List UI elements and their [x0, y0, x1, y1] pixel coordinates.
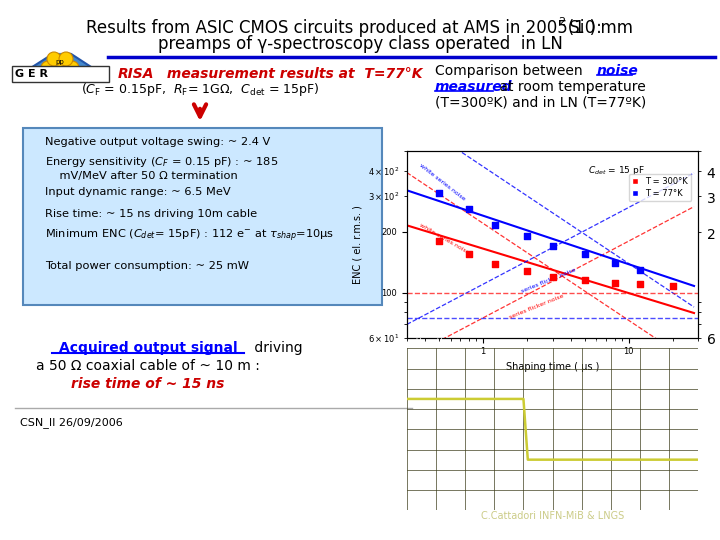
Point [463, 250, 474, 259]
Text: Results from ASIC CMOS circuits produced at AMS in 2005(10 mm: Results from ASIC CMOS circuits produced… [86, 19, 634, 37]
Circle shape [53, 61, 67, 75]
Text: white series noise: white series noise [418, 222, 470, 255]
Text: Energy sensitivity ($C_{F}$ = 0.15 pF) : ~ 185
    mV/MeV after 50 Ω termination: Energy sensitivity ($C_{F}$ = 0.15 pF) :… [45, 155, 279, 181]
Point [667, 281, 678, 290]
Point [489, 260, 500, 268]
FancyBboxPatch shape [12, 66, 109, 82]
Text: noise: noise [597, 64, 639, 78]
Text: ($C_{\mathrm{F}}$ = 0.15pF,  $R_{\mathrm{F}}$= 1G$\Omega$,  $C_{\mathrm{det}}$ =: ($C_{\mathrm{F}}$ = 0.15pF, $R_{\mathrm{… [81, 82, 319, 98]
Text: Input dynamic range: ~ 6.5 MeV: Input dynamic range: ~ 6.5 MeV [45, 187, 230, 197]
Point [521, 232, 533, 240]
Text: (T=300ºK) and in LN (T=77ºK): (T=300ºK) and in LN (T=77ºK) [435, 96, 647, 110]
Polygon shape [52, 30, 80, 52]
Legend: T = 300°K, T = 77°K: T = 300°K, T = 77°K [629, 174, 691, 201]
Polygon shape [15, 48, 108, 78]
Text: rise time of ~ 15 ns: rise time of ~ 15 ns [71, 377, 225, 391]
Point [546, 242, 558, 251]
Text: series flicker noise: series flicker noise [521, 267, 577, 294]
Point [634, 280, 646, 288]
Text: Negative output voltage swing: ~ 2.4 V: Negative output voltage swing: ~ 2.4 V [45, 137, 270, 147]
Point [433, 237, 445, 245]
Point [609, 259, 621, 267]
Polygon shape [38, 32, 66, 52]
Text: Rise time: ~ 15 ns driving 10m cable: Rise time: ~ 15 ns driving 10m cable [45, 209, 257, 219]
Point [546, 272, 558, 281]
Point [489, 221, 500, 230]
Text: Minimum ENC ($C_{det}$= 15pF) : 112 e$^{-}$ at $\tau_{shap}$=10μs: Minimum ENC ($C_{det}$= 15pF) : 112 e$^{… [45, 228, 334, 244]
Text: driving: driving [250, 341, 302, 355]
Text: a 50 Ω coaxial cable of ~ 10 m :: a 50 Ω coaxial cable of ~ 10 m : [36, 359, 260, 373]
Text: Acquired output signal: Acquired output signal [59, 341, 238, 355]
FancyBboxPatch shape [23, 128, 382, 305]
Circle shape [41, 61, 55, 75]
Text: □ →1.0μs  ↔  ↑0: □ →1.0μs ↔ ↑0 [596, 340, 649, 345]
Point [609, 278, 621, 287]
Text: Total power consumption: ~ 25 mW: Total power consumption: ~ 25 mW [45, 261, 249, 271]
Circle shape [59, 52, 73, 66]
Text: series flicker noise: series flicker noise [509, 294, 564, 320]
Point [521, 267, 533, 275]
Text: Comparison between: Comparison between [435, 64, 587, 78]
Text: 2: 2 [558, 17, 565, 27]
Text: G E R: G E R [15, 69, 48, 79]
Text: measured: measured [435, 80, 513, 94]
Point [634, 265, 646, 274]
Text: CSN_II 26/09/2006: CSN_II 26/09/2006 [20, 417, 122, 428]
Point [463, 204, 474, 213]
Y-axis label: ENC ( el. r.m.s. ): ENC ( el. r.m.s. ) [352, 205, 362, 284]
Text: pp: pp [55, 59, 64, 65]
Circle shape [47, 52, 61, 66]
Point [433, 189, 445, 198]
Text: measurement results at  T=77°K: measurement results at T=77°K [162, 67, 423, 81]
Text: C.Cattadori INFN-MiB & LNGS: C.Cattadori INFN-MiB & LNGS [481, 511, 624, 521]
Text: U  ◄  U  ►: U ◄ U ► [415, 338, 453, 347]
Text: preamps of γ-spectroscopy class operated  in LN: preamps of γ-spectroscopy class operated… [158, 35, 562, 53]
Text: Si ):: Si ): [564, 19, 602, 37]
X-axis label: Shaping time ( μs ): Shaping time ( μs ) [506, 362, 599, 372]
Text: RISA: RISA [118, 67, 155, 81]
Text: white series noise: white series noise [418, 163, 466, 202]
Text: $C_{det}$ = 15 pF: $C_{det}$ = 15 pF [588, 164, 644, 177]
Text: at room temperature: at room temperature [495, 80, 646, 94]
Point [579, 250, 590, 259]
Circle shape [65, 61, 79, 75]
Point [579, 276, 590, 285]
